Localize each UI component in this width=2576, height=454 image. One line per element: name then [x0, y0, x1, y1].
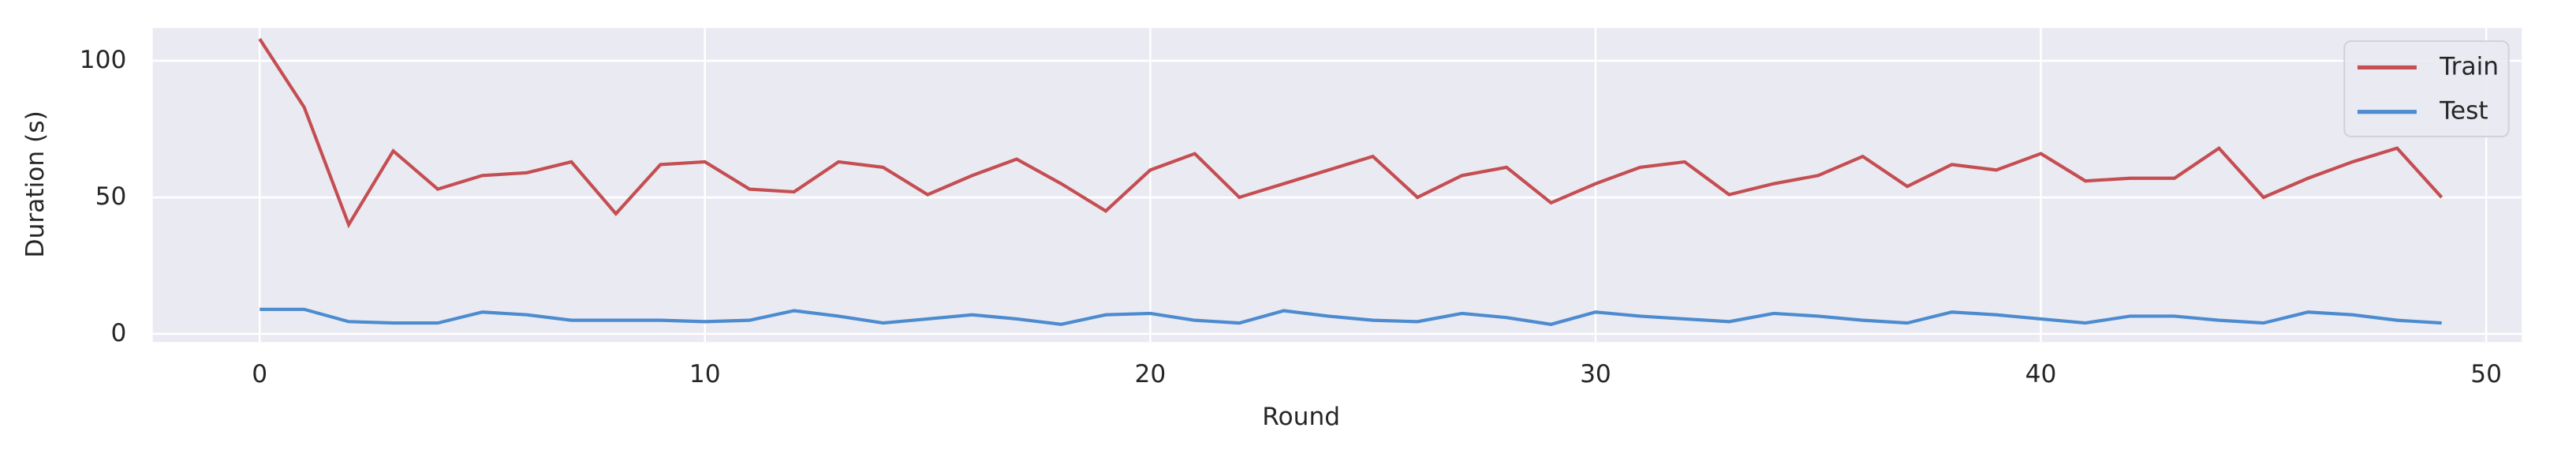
legend: Train Test — [2343, 40, 2510, 137]
line — [258, 38, 2443, 229]
x-tick-label: 20 — [1134, 360, 1166, 388]
line — [259, 307, 2442, 326]
y-tick-label: 0 — [111, 319, 127, 347]
plot-area — [152, 28, 2522, 343]
y-axis-label: Duration (s) — [21, 111, 50, 257]
x-tick-label: 0 — [252, 360, 267, 388]
legend-label: Train — [2439, 52, 2499, 81]
x-axis-label: Round — [1262, 403, 1340, 431]
legend-label: Test — [2439, 97, 2488, 126]
x-tick-label: 10 — [689, 360, 721, 388]
x-tick-label: 40 — [2025, 360, 2057, 388]
y-tick-label: 50 — [95, 182, 127, 211]
x-tick-label: 50 — [2470, 360, 2502, 388]
y-tick-label: 100 — [80, 46, 127, 74]
x-tick-label: 30 — [1580, 360, 1611, 388]
